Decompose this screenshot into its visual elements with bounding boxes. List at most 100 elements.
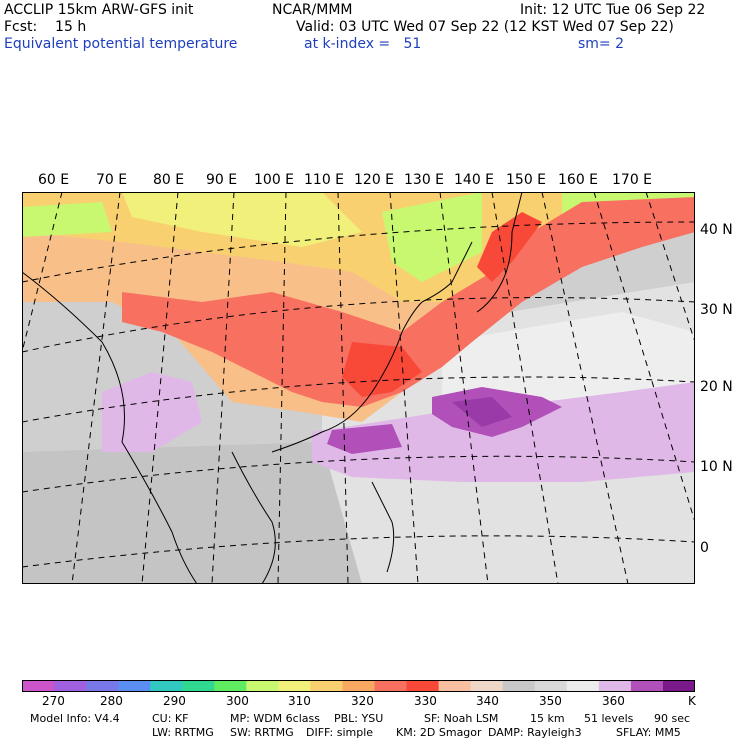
colorbar-tick-label: 270 <box>42 694 65 708</box>
footer-cumulus: CU: KF <box>152 712 189 725</box>
colorbar-swatch <box>374 680 408 692</box>
colorbar-swatch <box>438 680 472 692</box>
colorbar-swatch <box>502 680 536 692</box>
colorbar-swatch <box>470 680 504 692</box>
colorbar-swatch <box>150 680 183 692</box>
footer-surface: SF: Noah LSM <box>424 712 499 725</box>
japan-high-core <box>477 212 542 282</box>
footer-timestep: 90 sec <box>654 712 691 725</box>
lon-label: 140 E <box>454 172 495 188</box>
footer-damping: DAMP: Rayleigh3 <box>488 726 582 739</box>
lat-label: 0 <box>700 540 709 556</box>
graticule-lon <box>22 192 63 353</box>
india-purple-region <box>102 372 202 452</box>
high-theta-e-band <box>122 197 695 407</box>
colorbar-swatch <box>406 680 440 692</box>
equivalent-potential-temperature-map <box>22 192 695 584</box>
graticule-lon <box>645 192 695 343</box>
coastlines <box>22 192 523 584</box>
colorbar <box>22 680 695 692</box>
lat-label: 10 N <box>700 459 733 475</box>
model-title: ACCLIP 15km ARW-GFS init <box>4 2 194 18</box>
lon-label: 60 E <box>38 172 70 188</box>
colorbar-swatch <box>598 680 632 692</box>
colorbar-tick-label: 290 <box>163 694 186 708</box>
lon-label: 160 E <box>558 172 599 188</box>
footer-surface-layer: SFLAY: MM5 <box>616 726 681 739</box>
lon-label: 170 E <box>612 172 653 188</box>
colorbar-tick-label: 300 <box>226 694 249 708</box>
lon-label: 130 E <box>404 172 445 188</box>
footer-longwave: LW: RRTMG <box>152 726 214 739</box>
footer-diffusion: DIFF: simple <box>306 726 374 739</box>
graticule-lat-40 <box>22 221 695 283</box>
colorbar-tick-label: 360 <box>602 694 625 708</box>
south-china-sea-moist-core <box>327 424 402 454</box>
colorbar-swatch <box>86 680 119 692</box>
graticule-lat-0 <box>22 535 695 568</box>
colorbar-swatch <box>566 680 600 692</box>
colorbar-unit: K <box>688 694 696 708</box>
footer-km-opt: KM: 2D Smagor <box>396 726 482 739</box>
coastline-philippines <box>371 481 395 573</box>
coastline-japan <box>476 192 523 313</box>
valid-time: Valid: 03 UTC Wed 07 Sep 22 (12 KST Wed … <box>296 19 674 35</box>
lat-label: 20 N <box>700 379 733 395</box>
lon-label: 100 E <box>254 172 295 188</box>
colorbar-tick-label: 340 <box>476 694 499 708</box>
lon-label: 70 E <box>96 172 128 188</box>
lat-label: 30 N <box>700 302 733 318</box>
graticule-lon <box>593 192 695 523</box>
colorbar-swatch <box>630 680 664 692</box>
colorbar-swatch <box>182 680 215 692</box>
colorbar-tick-label: 310 <box>288 694 311 708</box>
colorbar-swatch <box>246 680 279 692</box>
colorbar-swatch <box>22 680 55 692</box>
north-green-patch <box>382 192 482 282</box>
graticule-lat-30 <box>22 297 695 353</box>
footer-shortwave: SW: RRTMG <box>230 726 294 739</box>
footer-resolution: 15 km <box>530 712 565 725</box>
smoothing-label: sm= 2 <box>578 36 625 52</box>
colorbar-swatch <box>278 680 311 692</box>
graticule-lat-20 <box>22 376 695 423</box>
footer-model-info: Model Info: V4.4 <box>30 712 120 725</box>
graticule-lon <box>491 192 559 584</box>
institution-label: NCAR/MMM <box>272 2 353 18</box>
north-yellow-band <box>122 192 362 247</box>
model-level: at k-index = 51 <box>304 36 422 52</box>
coastline-china <box>271 301 423 453</box>
lon-label: 120 E <box>354 172 395 188</box>
colorbar-swatch <box>662 680 695 692</box>
lon-label: 80 E <box>153 172 185 188</box>
footer-microphysics: MP: WDM 6class <box>230 712 320 725</box>
colorbar-frame <box>22 680 695 692</box>
field-name: Equivalent potential temperature <box>4 36 238 52</box>
lon-label: 150 E <box>506 172 547 188</box>
lat-label: 40 N <box>700 222 733 238</box>
high-theta-e-core <box>342 342 422 397</box>
colorbar-tick-label: 330 <box>414 694 437 708</box>
init-time: Init: 12 UTC Tue 06 Sep 22 <box>520 2 706 18</box>
southern-gray-region <box>22 442 362 584</box>
colorbar-swatch <box>342 680 376 692</box>
graticule <box>22 192 695 584</box>
coastline-india <box>22 271 198 584</box>
map-frame <box>22 192 695 584</box>
colorbar-swatch <box>54 680 87 692</box>
western-pacific-moist-center <box>452 397 512 427</box>
colorbar-swatch <box>118 680 151 692</box>
coastline-korea <box>421 241 473 303</box>
colorbar-swatch <box>214 680 247 692</box>
colorbar-tick-label: 280 <box>100 694 123 708</box>
colorbar-swatch <box>310 680 343 692</box>
coastline-indochina <box>231 451 276 584</box>
graticule-lon <box>541 192 629 584</box>
lon-label: 110 E <box>304 172 345 188</box>
lon-label: 90 E <box>206 172 238 188</box>
footer-pbl: PBL: YSU <box>334 712 384 725</box>
northwest-green-patch <box>22 202 112 237</box>
footer-levels: 51 levels <box>584 712 634 725</box>
colorbar-swatch <box>534 680 568 692</box>
colorbar-tick-label: 350 <box>539 694 562 708</box>
